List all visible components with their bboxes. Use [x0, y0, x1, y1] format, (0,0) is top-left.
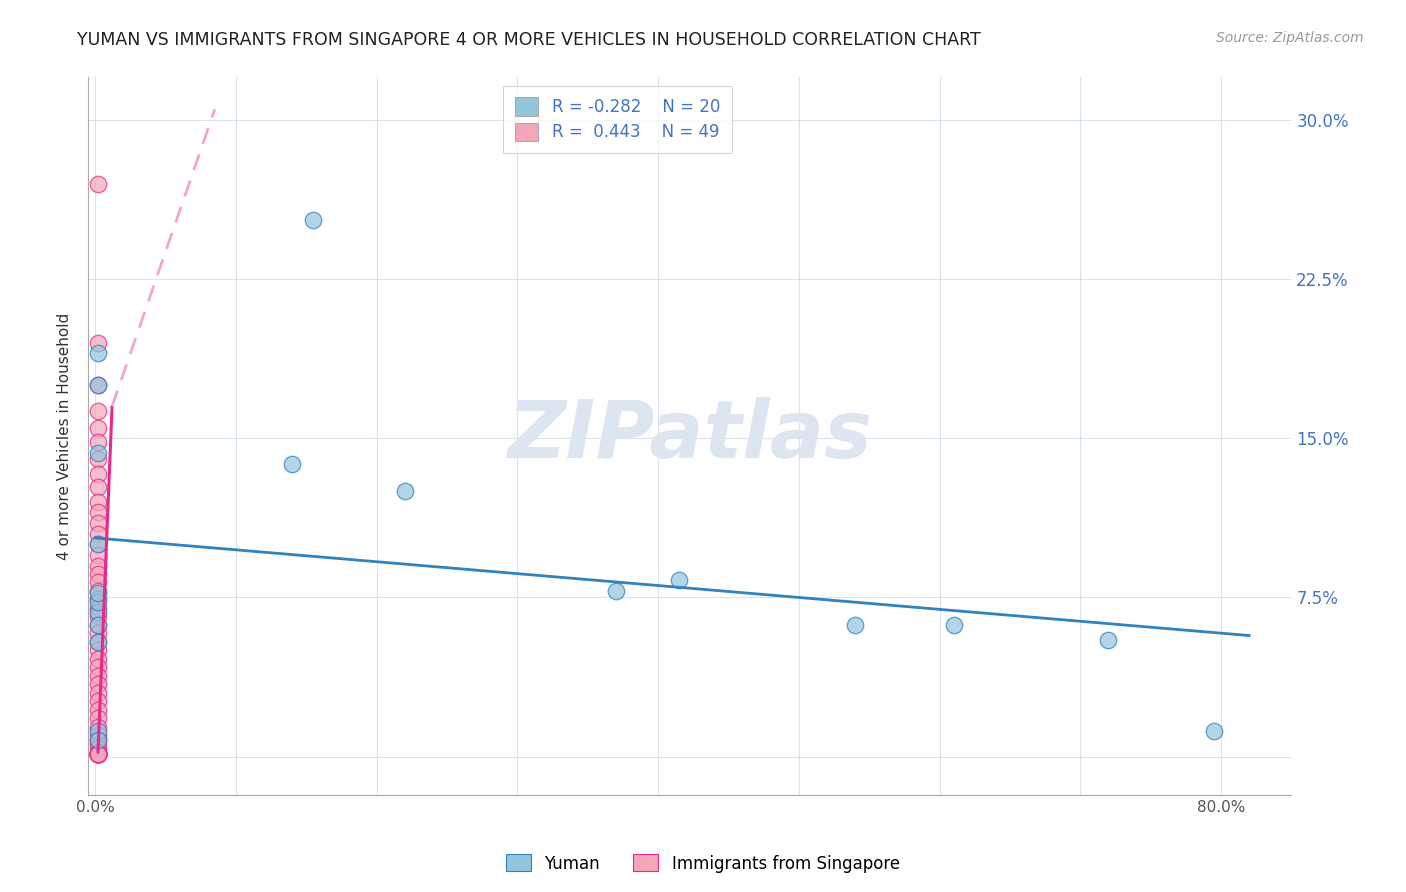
Point	[87, 720, 110, 734]
Point	[87, 609, 110, 624]
Point	[87, 677, 110, 691]
Point	[87, 686, 110, 700]
Point	[668, 574, 690, 588]
Text: Source: ZipAtlas.com: Source: ZipAtlas.com	[1216, 31, 1364, 45]
Point	[87, 558, 110, 573]
Point	[87, 605, 110, 619]
Text: YUMAN VS IMMIGRANTS FROM SINGAPORE 4 OR MORE VEHICLES IN HOUSEHOLD CORRELATION C: YUMAN VS IMMIGRANTS FROM SINGAPORE 4 OR …	[77, 31, 981, 49]
Point	[87, 694, 110, 708]
Point	[87, 747, 110, 762]
Point	[87, 335, 110, 350]
Point	[87, 446, 110, 460]
Point	[87, 586, 110, 600]
Point	[87, 592, 110, 607]
Point	[302, 212, 325, 227]
Point	[87, 537, 110, 551]
Point	[87, 728, 110, 742]
Point	[87, 732, 110, 747]
Legend: R = -0.282    N = 20, R =  0.443    N = 49: R = -0.282 N = 20, R = 0.443 N = 49	[503, 86, 731, 153]
Point	[87, 626, 110, 640]
Point	[87, 711, 110, 725]
Point	[87, 548, 110, 562]
Point	[87, 747, 110, 762]
Point	[87, 346, 110, 360]
Point	[87, 747, 110, 762]
Text: ZIPatlas: ZIPatlas	[508, 397, 872, 475]
Legend: Yuman, Immigrants from Singapore: Yuman, Immigrants from Singapore	[499, 847, 907, 880]
Point	[87, 584, 110, 599]
Point	[87, 567, 110, 582]
Point	[87, 737, 110, 751]
Point	[605, 584, 627, 599]
Point	[87, 652, 110, 666]
Point	[87, 506, 110, 520]
Point	[87, 660, 110, 674]
Point	[87, 741, 110, 756]
Point	[1097, 632, 1119, 647]
Point	[87, 452, 110, 467]
Point	[87, 732, 110, 747]
Point	[87, 724, 110, 739]
Point	[87, 594, 110, 608]
Point	[87, 635, 110, 649]
Point	[87, 575, 110, 590]
Point	[87, 747, 110, 762]
Point	[87, 618, 110, 632]
Point	[87, 403, 110, 417]
Point	[87, 601, 110, 615]
Point	[394, 484, 416, 499]
Point	[87, 747, 110, 762]
Point	[87, 703, 110, 717]
Point	[87, 747, 110, 762]
Point	[942, 618, 965, 632]
Point	[87, 747, 110, 762]
Point	[87, 435, 110, 450]
Point	[87, 747, 110, 762]
Point	[87, 378, 110, 392]
Point	[87, 420, 110, 434]
Point	[87, 177, 110, 191]
Point	[87, 635, 110, 649]
Point	[87, 480, 110, 494]
Point	[87, 669, 110, 683]
Point	[87, 643, 110, 657]
Point	[87, 526, 110, 541]
Point	[87, 745, 110, 759]
Point	[87, 618, 110, 632]
Y-axis label: 4 or more Vehicles in Household: 4 or more Vehicles in Household	[58, 312, 72, 559]
Point	[87, 467, 110, 482]
Point	[87, 378, 110, 392]
Point	[87, 516, 110, 530]
Point	[844, 618, 866, 632]
Point	[281, 457, 304, 471]
Point	[87, 747, 110, 762]
Point	[87, 537, 110, 551]
Point	[87, 495, 110, 509]
Point	[1202, 724, 1225, 739]
